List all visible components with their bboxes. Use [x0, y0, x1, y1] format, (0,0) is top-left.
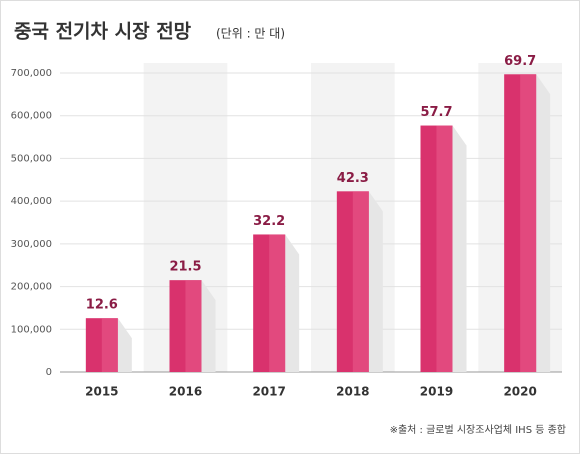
bar-highlight	[520, 74, 537, 372]
y-tick-label: 0	[46, 367, 52, 378]
x-tick-label: 2020	[503, 385, 536, 399]
bar-shadow	[285, 234, 300, 372]
value-label: 57.7	[420, 105, 452, 120]
value-label: 21.5	[169, 260, 201, 275]
x-tick-label: 2017	[252, 385, 285, 399]
bar-highlight	[436, 125, 453, 372]
bar-shadow	[201, 280, 216, 372]
y-tick-label: 700,000	[11, 68, 52, 79]
x-tick-label: 2016	[169, 385, 202, 399]
y-tick-label: 200,000	[11, 282, 52, 293]
source-note: ※출처 : 글로벌 시장조사업체 IHS 등 종합	[390, 423, 566, 436]
x-tick-label: 2018	[336, 385, 369, 399]
bar-shadow	[117, 318, 132, 372]
chart-subtitle: (단위 : 만 대)	[216, 27, 285, 41]
y-tick-label: 600,000	[11, 111, 52, 122]
y-tick-label: 400,000	[11, 196, 52, 207]
y-tick-label: 100,000	[11, 324, 52, 335]
x-tick-label: 2015	[85, 385, 118, 399]
bar-shadow	[452, 125, 467, 372]
y-tick-label: 500,000	[11, 153, 52, 164]
bar-highlight	[101, 318, 118, 372]
value-label: 12.6	[86, 298, 118, 313]
x-tick-label: 2019	[420, 385, 453, 399]
bar-highlight	[269, 234, 286, 372]
value-label: 69.7	[504, 54, 536, 69]
bar-shadow	[536, 74, 551, 372]
bar-highlight	[352, 191, 369, 372]
chart-title: 중국 전기차 시장 전망	[14, 21, 192, 43]
bar-shadow	[368, 191, 383, 372]
value-label: 32.2	[253, 214, 285, 229]
value-label: 42.3	[337, 171, 369, 186]
y-tick-label: 300,000	[11, 239, 52, 250]
bar-highlight	[185, 280, 202, 372]
